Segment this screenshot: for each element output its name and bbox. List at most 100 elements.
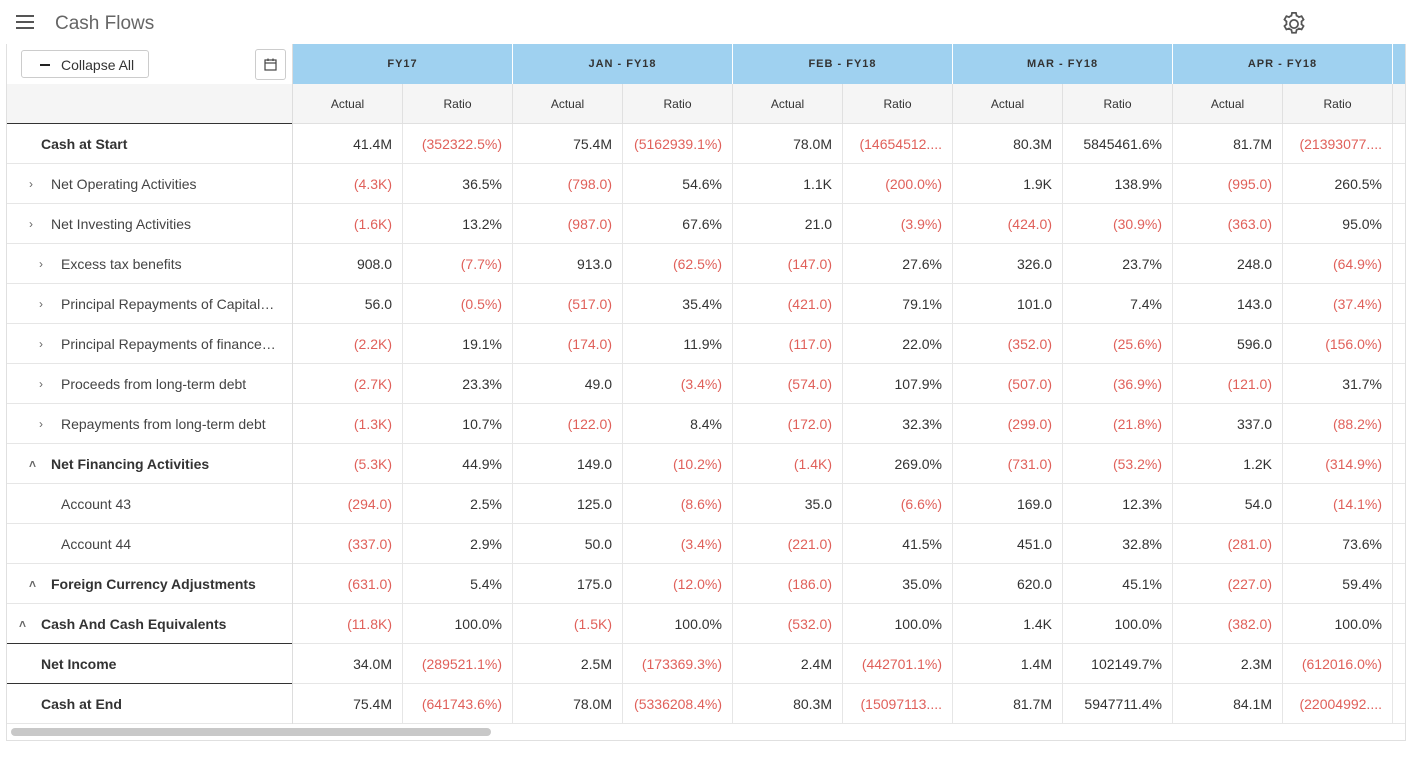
data-cell[interactable]: 78.0M: [513, 684, 623, 724]
data-cell[interactable]: 908.0: [293, 244, 403, 284]
data-cell[interactable]: (174.0): [513, 324, 623, 364]
data-cell[interactable]: (995.0): [1173, 164, 1283, 204]
data-cell[interactable]: (363.0): [1173, 204, 1283, 244]
row-header[interactable]: › Repayments from long-term debt: [7, 404, 292, 444]
chevron-right-icon[interactable]: ›: [29, 217, 33, 231]
data-cell[interactable]: 7.4%: [1063, 284, 1173, 324]
data-cell[interactable]: 1.2K: [1173, 444, 1283, 484]
data-cell[interactable]: (64.9%): [1283, 244, 1393, 284]
data-cell[interactable]: 260.5%: [1283, 164, 1393, 204]
data-cell[interactable]: (4.3K): [293, 164, 403, 204]
data-cell[interactable]: 67.6%: [623, 204, 733, 244]
data-cell[interactable]: 5.4%: [403, 564, 513, 604]
data-cell[interactable]: 8.4%: [623, 404, 733, 444]
data-cell[interactable]: (631.0): [293, 564, 403, 604]
hamburger-menu-icon[interactable]: [16, 15, 34, 29]
data-cell[interactable]: (1.3K): [293, 404, 403, 444]
data-cell[interactable]: (186.0): [733, 564, 843, 604]
data-cell[interactable]: 75.4M: [513, 124, 623, 164]
data-cell[interactable]: 100.0%: [623, 604, 733, 644]
data-cell[interactable]: 81.7M: [953, 684, 1063, 724]
data-cell[interactable]: (117.0): [733, 324, 843, 364]
column-header-actual[interactable]: Actual: [1173, 84, 1283, 124]
data-cell[interactable]: 1.4M: [953, 644, 1063, 684]
chevron-up-icon[interactable]: ˄: [29, 577, 37, 591]
data-cell[interactable]: (121.0): [1173, 364, 1283, 404]
data-cell[interactable]: (294.0): [293, 484, 403, 524]
data-cell[interactable]: 100.0%: [1063, 604, 1173, 644]
data-cell[interactable]: 248.0: [1173, 244, 1283, 284]
data-cell[interactable]: 54.0: [1173, 484, 1283, 524]
data-cell[interactable]: 80.3M: [953, 124, 1063, 164]
data-cell[interactable]: 59.4%: [1283, 564, 1393, 604]
calendar-button[interactable]: [255, 49, 286, 80]
data-cell[interactable]: (7.7%): [403, 244, 513, 284]
data-cell[interactable]: 143.0: [1173, 284, 1283, 324]
data-cell[interactable]: (5336208.4%): [623, 684, 733, 724]
data-cell[interactable]: 1.1K: [733, 164, 843, 204]
data-cell[interactable]: (14654512....: [843, 124, 953, 164]
data-cell[interactable]: 73.6%: [1283, 524, 1393, 564]
column-header-ratio[interactable]: Ratio: [403, 84, 513, 124]
data-cell[interactable]: (314.9%): [1283, 444, 1393, 484]
data-cell[interactable]: 45.1%: [1063, 564, 1173, 604]
data-cell[interactable]: (3.4%): [623, 524, 733, 564]
data-cell[interactable]: (612016.0%): [1283, 644, 1393, 684]
data-cell[interactable]: (289521.1%): [403, 644, 513, 684]
data-cell[interactable]: 95.0%: [1283, 204, 1393, 244]
data-cell[interactable]: 149.0: [513, 444, 623, 484]
column-header-actual[interactable]: Actual: [733, 84, 843, 124]
data-cell[interactable]: (30.9%): [1063, 204, 1173, 244]
data-cell[interactable]: 2.5%: [403, 484, 513, 524]
data-cell[interactable]: 79.1%: [843, 284, 953, 324]
data-cell[interactable]: (1.6K): [293, 204, 403, 244]
data-cell[interactable]: 100.0%: [1283, 604, 1393, 644]
data-cell[interactable]: 80.3M: [733, 684, 843, 724]
data-cell[interactable]: 54.6%: [623, 164, 733, 204]
data-cell[interactable]: 451.0: [953, 524, 1063, 564]
data-cell[interactable]: 2.9%: [403, 524, 513, 564]
data-cell[interactable]: (53.2%): [1063, 444, 1173, 484]
data-cell[interactable]: (424.0): [953, 204, 1063, 244]
data-cell[interactable]: (88.2%): [1283, 404, 1393, 444]
data-cell[interactable]: 44.9%: [403, 444, 513, 484]
data-cell[interactable]: 125.0: [513, 484, 623, 524]
data-cell[interactable]: 2.4M: [733, 644, 843, 684]
data-cell[interactable]: (507.0): [953, 364, 1063, 404]
data-cell[interactable]: 32.8%: [1063, 524, 1173, 564]
data-cell[interactable]: 35.0: [733, 484, 843, 524]
data-cell[interactable]: 35.4%: [623, 284, 733, 324]
data-cell[interactable]: 34.0M: [293, 644, 403, 684]
data-cell[interactable]: 11.9%: [623, 324, 733, 364]
data-cell[interactable]: (62.5%): [623, 244, 733, 284]
data-cell[interactable]: 101.0: [953, 284, 1063, 324]
data-cell[interactable]: 5845461.6%: [1063, 124, 1173, 164]
chevron-right-icon[interactable]: ›: [39, 257, 43, 271]
row-header[interactable]: › Net Operating Activities: [7, 164, 292, 204]
data-cell[interactable]: (2.7K): [293, 364, 403, 404]
data-cell[interactable]: (731.0): [953, 444, 1063, 484]
data-cell[interactable]: (221.0): [733, 524, 843, 564]
data-cell[interactable]: 23.7%: [1063, 244, 1173, 284]
data-cell[interactable]: 1.4K: [953, 604, 1063, 644]
chevron-right-icon[interactable]: ›: [39, 337, 43, 351]
data-cell[interactable]: 13.2%: [403, 204, 513, 244]
gear-icon[interactable]: [1280, 10, 1308, 38]
data-cell[interactable]: 10.7%: [403, 404, 513, 444]
data-cell[interactable]: (14.1%): [1283, 484, 1393, 524]
data-cell[interactable]: (442701.1%): [843, 644, 953, 684]
row-header[interactable]: › Net Investing Activities: [7, 204, 292, 244]
data-cell[interactable]: (21.8%): [1063, 404, 1173, 444]
data-cell[interactable]: (798.0): [513, 164, 623, 204]
data-cell[interactable]: (987.0): [513, 204, 623, 244]
data-cell[interactable]: 175.0: [513, 564, 623, 604]
data-cell[interactable]: (352322.5%): [403, 124, 513, 164]
data-cell[interactable]: (37.4%): [1283, 284, 1393, 324]
data-cell[interactable]: 27.6%: [843, 244, 953, 284]
data-cell[interactable]: (172.0): [733, 404, 843, 444]
chevron-right-icon[interactable]: ›: [39, 377, 43, 391]
column-header-ratio[interactable]: Ratio: [1063, 84, 1173, 124]
data-cell[interactable]: 19.1%: [403, 324, 513, 364]
data-cell[interactable]: 49.0: [513, 364, 623, 404]
chevron-up-icon[interactable]: ˄: [29, 457, 37, 471]
